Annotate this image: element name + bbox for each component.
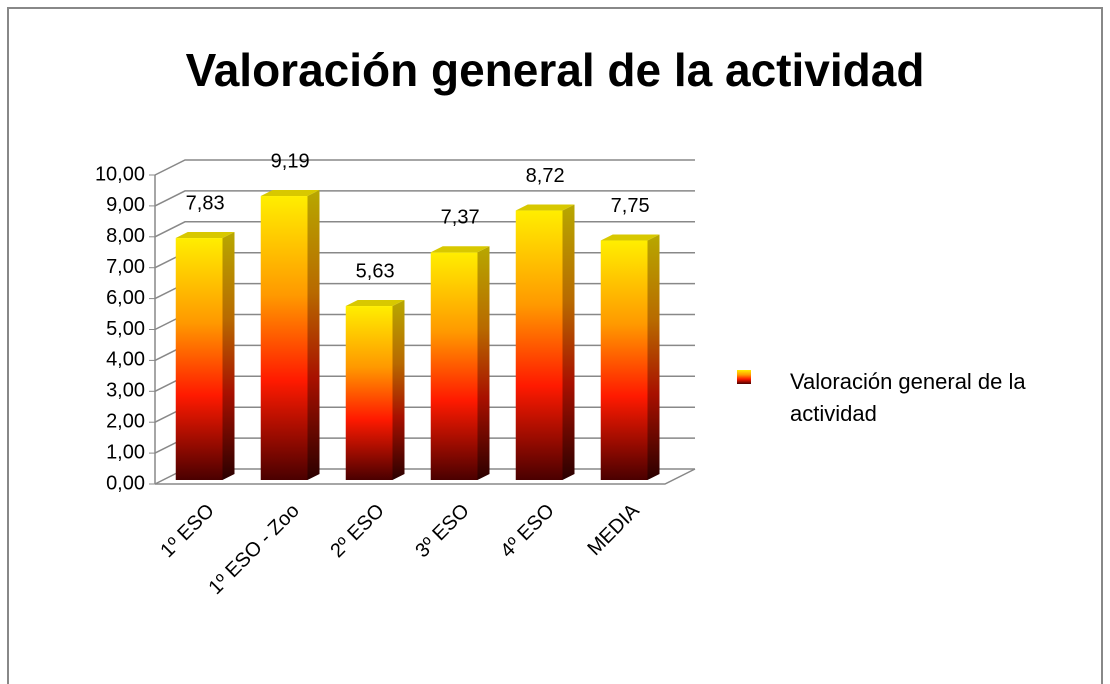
bar-top (515, 204, 575, 211)
bar (515, 210, 563, 480)
floor-edge (155, 468, 696, 485)
bar-side (307, 190, 320, 481)
bar-side (647, 234, 660, 480)
y-tick-label: 1,00 (106, 441, 145, 463)
legend-label: Valoración general de la actividad (790, 369, 1026, 426)
data-label: 7,83 (186, 192, 225, 214)
y-tick-label: 9,00 (106, 194, 145, 216)
grid-line (154, 190, 695, 207)
x-tick-label: 3º ESO (411, 500, 473, 562)
data-label: 5,63 (356, 260, 395, 282)
x-tick-label: 1º ESO - Zoo (204, 500, 303, 599)
data-label: 9,19 (271, 150, 310, 172)
chart-title: Valoración general de la actividad (186, 44, 925, 96)
y-tick-label: 3,00 (106, 380, 145, 402)
x-tick-label: 2º ESO (326, 500, 388, 562)
y-tick-label: 8,00 (106, 225, 145, 247)
bar-top (175, 232, 235, 239)
bar-side (222, 232, 235, 480)
chart-border (7, 7, 1103, 684)
bar (600, 240, 648, 480)
y-tick-label: 2,00 (106, 410, 145, 432)
bar-side (562, 204, 575, 480)
grid-line (154, 159, 695, 176)
data-label: 7,37 (441, 207, 480, 229)
bar (175, 238, 223, 480)
y-tick-label: 4,00 (106, 349, 145, 371)
y-tick-label: 10,00 (95, 163, 145, 185)
x-tick-label: 4º ESO (496, 500, 558, 562)
bar-side (477, 246, 490, 480)
data-label: 7,75 (611, 195, 650, 217)
y-tick-label: 6,00 (106, 287, 145, 309)
legend-swatch (737, 370, 751, 384)
bar (430, 252, 478, 480)
data-label: 8,72 (526, 165, 565, 187)
bar-side (392, 300, 405, 480)
x-tick-label: 1º ESO (156, 500, 218, 562)
bar-top (430, 246, 490, 253)
x-tick-label: MEDIA (583, 499, 644, 560)
y-tick-label: 0,00 (106, 472, 145, 494)
y-tick-label: 5,00 (106, 318, 145, 340)
bar-top (345, 300, 405, 307)
bar-top (600, 234, 660, 241)
bar-top (260, 190, 320, 197)
bar (345, 306, 393, 480)
y-tick-label: 7,00 (106, 256, 145, 278)
bar (260, 196, 308, 481)
